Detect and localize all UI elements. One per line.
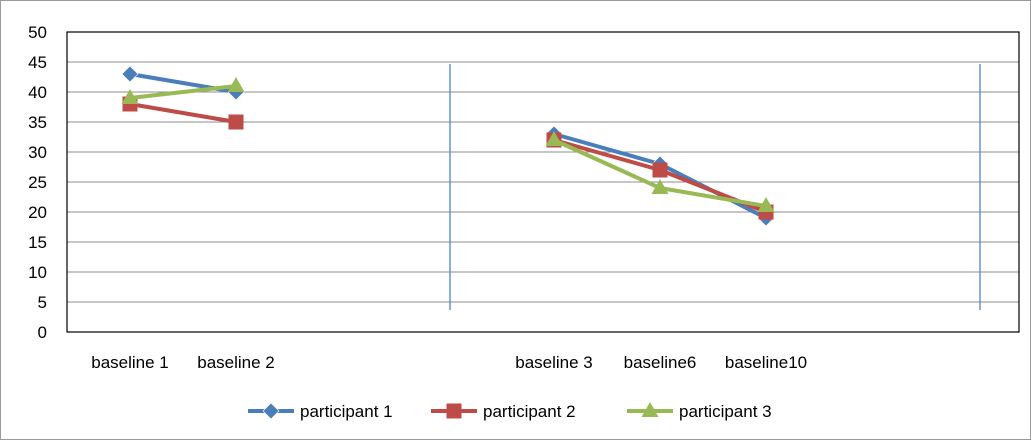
x-tick-label-baseline6: baseline6 <box>624 353 697 372</box>
legend-marker-participant-2 <box>447 404 462 419</box>
y-tick-label-45: 45 <box>28 53 47 72</box>
legend-label-participant-1: participant 1 <box>300 402 393 421</box>
phase-change-lines <box>450 64 980 310</box>
data-point-participant-1-baseline-1 <box>122 66 138 82</box>
gridlines <box>67 32 1019 302</box>
y-tick-label-5: 5 <box>38 293 47 312</box>
legend-label-participant-3: participant 3 <box>679 402 772 421</box>
legend-item-participant-3: participant 3 <box>627 402 772 421</box>
y-tick-label-0: 0 <box>38 323 47 342</box>
data-point-participant-3-baseline-2 <box>228 77 245 92</box>
y-tick-label-40: 40 <box>28 83 47 102</box>
series-line-participant-2-phase-1 <box>130 104 236 122</box>
y-tick-label-30: 30 <box>28 143 47 162</box>
legend: participant 1 participant 2 participant 3 <box>248 402 772 421</box>
x-tick-label-baseline10: baseline10 <box>725 353 807 372</box>
x-tick-label-baseline-2: baseline 2 <box>197 353 275 372</box>
x-tick-labels: baseline 1 baseline 2 baseline 3 baseline6 b… <box>91 353 1031 372</box>
y-tick-label-25: 25 <box>28 173 47 192</box>
x-tick-label-baseline-1: baseline 1 <box>91 353 169 372</box>
x-tick-label-baseline-3: baseline 3 <box>515 353 593 372</box>
y-tick-label-10: 10 <box>28 263 47 282</box>
data-series <box>122 66 1031 232</box>
data-point-participant-2-baseline-2 <box>229 115 244 130</box>
legend-label-participant-2: participant 2 <box>483 402 576 421</box>
data-point-participant-2-baseline6 <box>653 163 668 178</box>
series-participant-2 <box>123 97 1031 232</box>
y-tick-label-20: 20 <box>28 203 47 222</box>
legend-marker-participant-1 <box>263 403 279 419</box>
y-tick-label-35: 35 <box>28 113 47 132</box>
y-tick-label-15: 15 <box>28 233 47 252</box>
y-tick-labels: 0 5 10 15 20 25 30 35 40 45 50 <box>28 23 47 342</box>
y-tick-label-50: 50 <box>28 23 47 42</box>
legend-item-participant-2: participant 2 <box>431 402 576 421</box>
legend-item-participant-1: participant 1 <box>248 402 393 421</box>
